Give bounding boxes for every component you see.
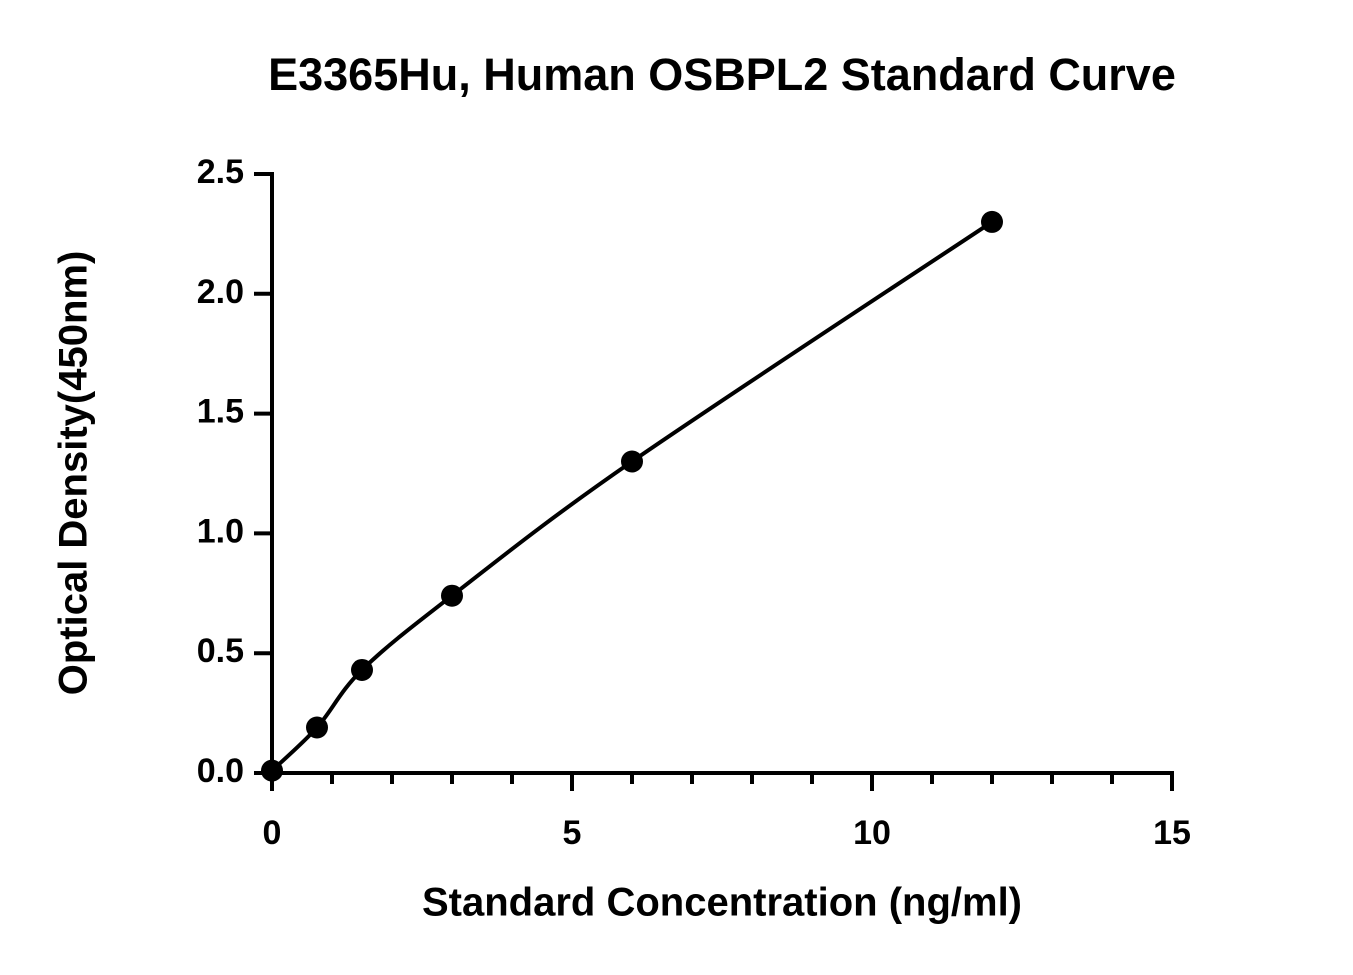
y-tick-label: 1.5 [197, 393, 244, 431]
x-tick-label: 15 [1153, 814, 1191, 852]
y-tick-label: 0.0 [197, 752, 244, 790]
x-tick-label: 5 [563, 814, 582, 852]
fit-curve [270, 220, 994, 773]
y-axis-label: Optical Density(450nm) [52, 251, 96, 696]
y-tick-label: 0.5 [197, 632, 244, 670]
chart-title: E3365Hu, Human OSBPL2 Standard Curve [268, 49, 1176, 100]
data-point [981, 210, 1003, 233]
y-tick-label: 2.5 [197, 153, 244, 191]
data-point [441, 584, 463, 607]
x-tick-label: 0 [263, 814, 282, 852]
y-tick-label: 2.0 [197, 273, 244, 311]
x-tick-label: 10 [853, 814, 891, 852]
data-point [261, 759, 283, 782]
data-point [351, 658, 373, 681]
x-axis-label: Standard Concentration (ng/ml) [422, 881, 1022, 925]
data-point [306, 716, 328, 739]
data-point [621, 450, 643, 473]
y-tick-label: 1.0 [197, 512, 244, 550]
